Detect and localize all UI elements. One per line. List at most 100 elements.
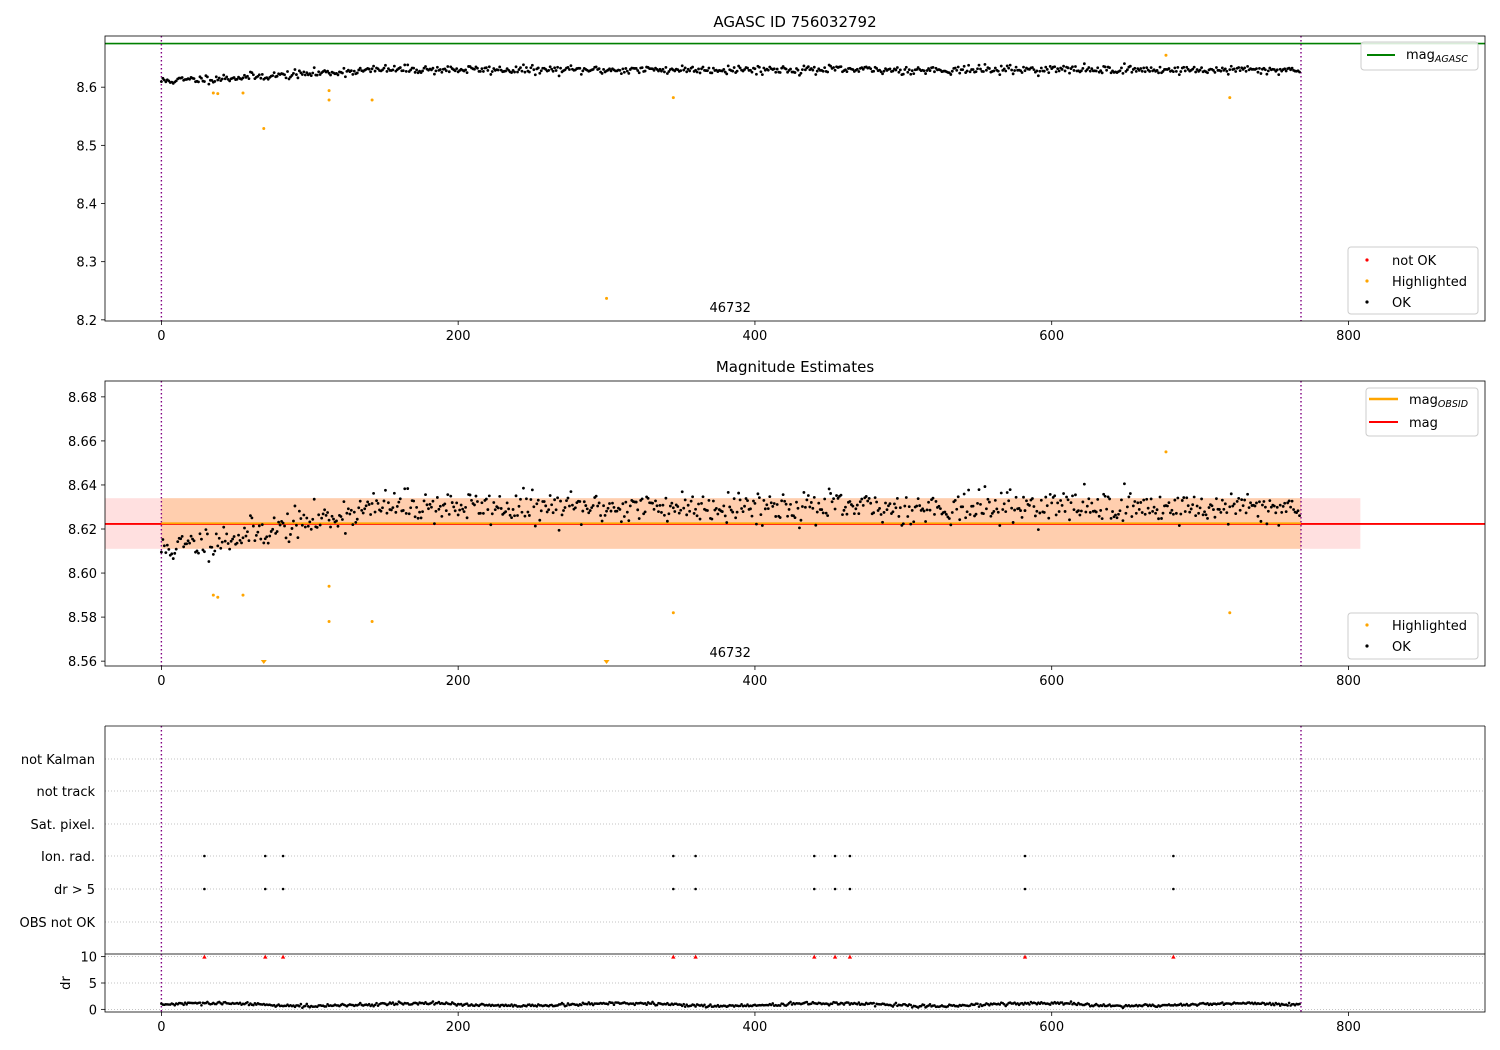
- ok-point: [533, 73, 537, 77]
- ok-point: [480, 501, 484, 505]
- ok-point: [1022, 495, 1025, 499]
- ok-point: [372, 491, 375, 495]
- ok-point: [1207, 506, 1211, 509]
- legend-bottom-right: Highlighted OK: [1347, 612, 1479, 660]
- ok-point: [257, 73, 261, 77]
- ok-point: [516, 514, 519, 517]
- ok-point: [300, 73, 304, 76]
- ok-point: [1244, 511, 1248, 515]
- flag-point: [1172, 854, 1175, 858]
- ok-point: [744, 497, 748, 500]
- ok-point: [609, 509, 613, 513]
- ok-point: [763, 507, 767, 511]
- ok-point: [1105, 68, 1109, 72]
- ok-point: [523, 514, 527, 518]
- ok-point: [1068, 71, 1071, 75]
- ok-point: [1014, 495, 1018, 499]
- y-tick-label: 8.6: [76, 81, 97, 96]
- ok-point: [823, 497, 827, 501]
- x-tick-label: 0: [157, 1020, 165, 1035]
- ok-point: [1039, 498, 1043, 502]
- chart-title: Magnitude Estimates: [716, 358, 874, 376]
- ok-point: [293, 504, 297, 508]
- ok-point: [1212, 508, 1215, 511]
- dr-point: [694, 1005, 697, 1008]
- ok-point: [769, 501, 773, 505]
- ok-point: [857, 512, 861, 515]
- ok-point: [162, 544, 166, 548]
- ok-point: [530, 488, 534, 492]
- ok-point: [729, 508, 733, 512]
- ok-point: [207, 560, 211, 563]
- ok-point: [965, 69, 969, 73]
- ok-point: [1079, 509, 1083, 513]
- ok-point: [1082, 482, 1086, 486]
- plot-area: [105, 36, 1485, 321]
- ok-point: [731, 69, 735, 73]
- ok-point: [265, 535, 269, 539]
- ok-point: [823, 66, 827, 70]
- ok-point: [1198, 506, 1202, 510]
- ok-point: [1054, 70, 1058, 74]
- ok-point: [560, 513, 564, 517]
- dr-point: [891, 1005, 895, 1008]
- ok-point: [210, 78, 214, 82]
- ok-point: [1007, 66, 1011, 70]
- ok-point: [1179, 70, 1183, 73]
- ok-point: [499, 507, 503, 510]
- ok-point: [1143, 70, 1147, 74]
- ok-point: [198, 532, 202, 536]
- ok-point: [571, 503, 574, 507]
- x-tick-label: 800: [1336, 329, 1361, 344]
- ok-point: [755, 72, 758, 76]
- ok-point: [286, 70, 289, 73]
- ok-point: [394, 510, 398, 514]
- ok-point: [385, 69, 389, 73]
- ok-point: [453, 69, 457, 73]
- ok-point: [928, 508, 932, 512]
- ok-point: [637, 71, 641, 75]
- ok-point: [968, 70, 972, 74]
- ok-point: [513, 514, 516, 518]
- ok-point: [1010, 506, 1014, 510]
- dr-point: [183, 1001, 187, 1004]
- ok-point: [433, 72, 436, 76]
- ok-point: [159, 80, 163, 84]
- ok-point: [204, 528, 208, 532]
- legend-marker: [1365, 279, 1369, 283]
- ok-point: [1206, 71, 1209, 75]
- ok-point: [473, 67, 476, 71]
- ok-point: [418, 510, 421, 514]
- ok-point: [1100, 71, 1104, 75]
- ok-point: [195, 549, 199, 553]
- ok-point: [986, 497, 990, 501]
- dr-point: [416, 1003, 420, 1006]
- ok-point: [1013, 69, 1017, 72]
- ok-point: [977, 63, 981, 67]
- ok-point: [415, 505, 419, 509]
- ok-point: [256, 530, 260, 534]
- dr-point: [1179, 1002, 1183, 1006]
- ok-point: [251, 73, 255, 77]
- ok-point: [682, 506, 686, 510]
- ok-point: [688, 509, 692, 513]
- ok-point: [296, 536, 300, 540]
- ok-point: [909, 522, 913, 526]
- ok-point: [351, 523, 355, 527]
- dr-point: [324, 1005, 328, 1008]
- ok-point: [486, 508, 490, 511]
- ok-point: [762, 499, 766, 502]
- ok-point: [185, 542, 189, 546]
- highlighted-point: [327, 89, 331, 93]
- ok-point: [723, 514, 727, 518]
- ok-point: [657, 510, 660, 514]
- ok-point: [965, 510, 969, 514]
- ok-point: [376, 501, 380, 505]
- ok-point: [373, 510, 377, 514]
- dr-point: [842, 1003, 846, 1006]
- dr-point: [391, 1001, 395, 1004]
- ok-point: [192, 539, 196, 543]
- ok-point: [174, 547, 178, 551]
- ok-point: [484, 66, 488, 70]
- ok-point: [1231, 504, 1235, 508]
